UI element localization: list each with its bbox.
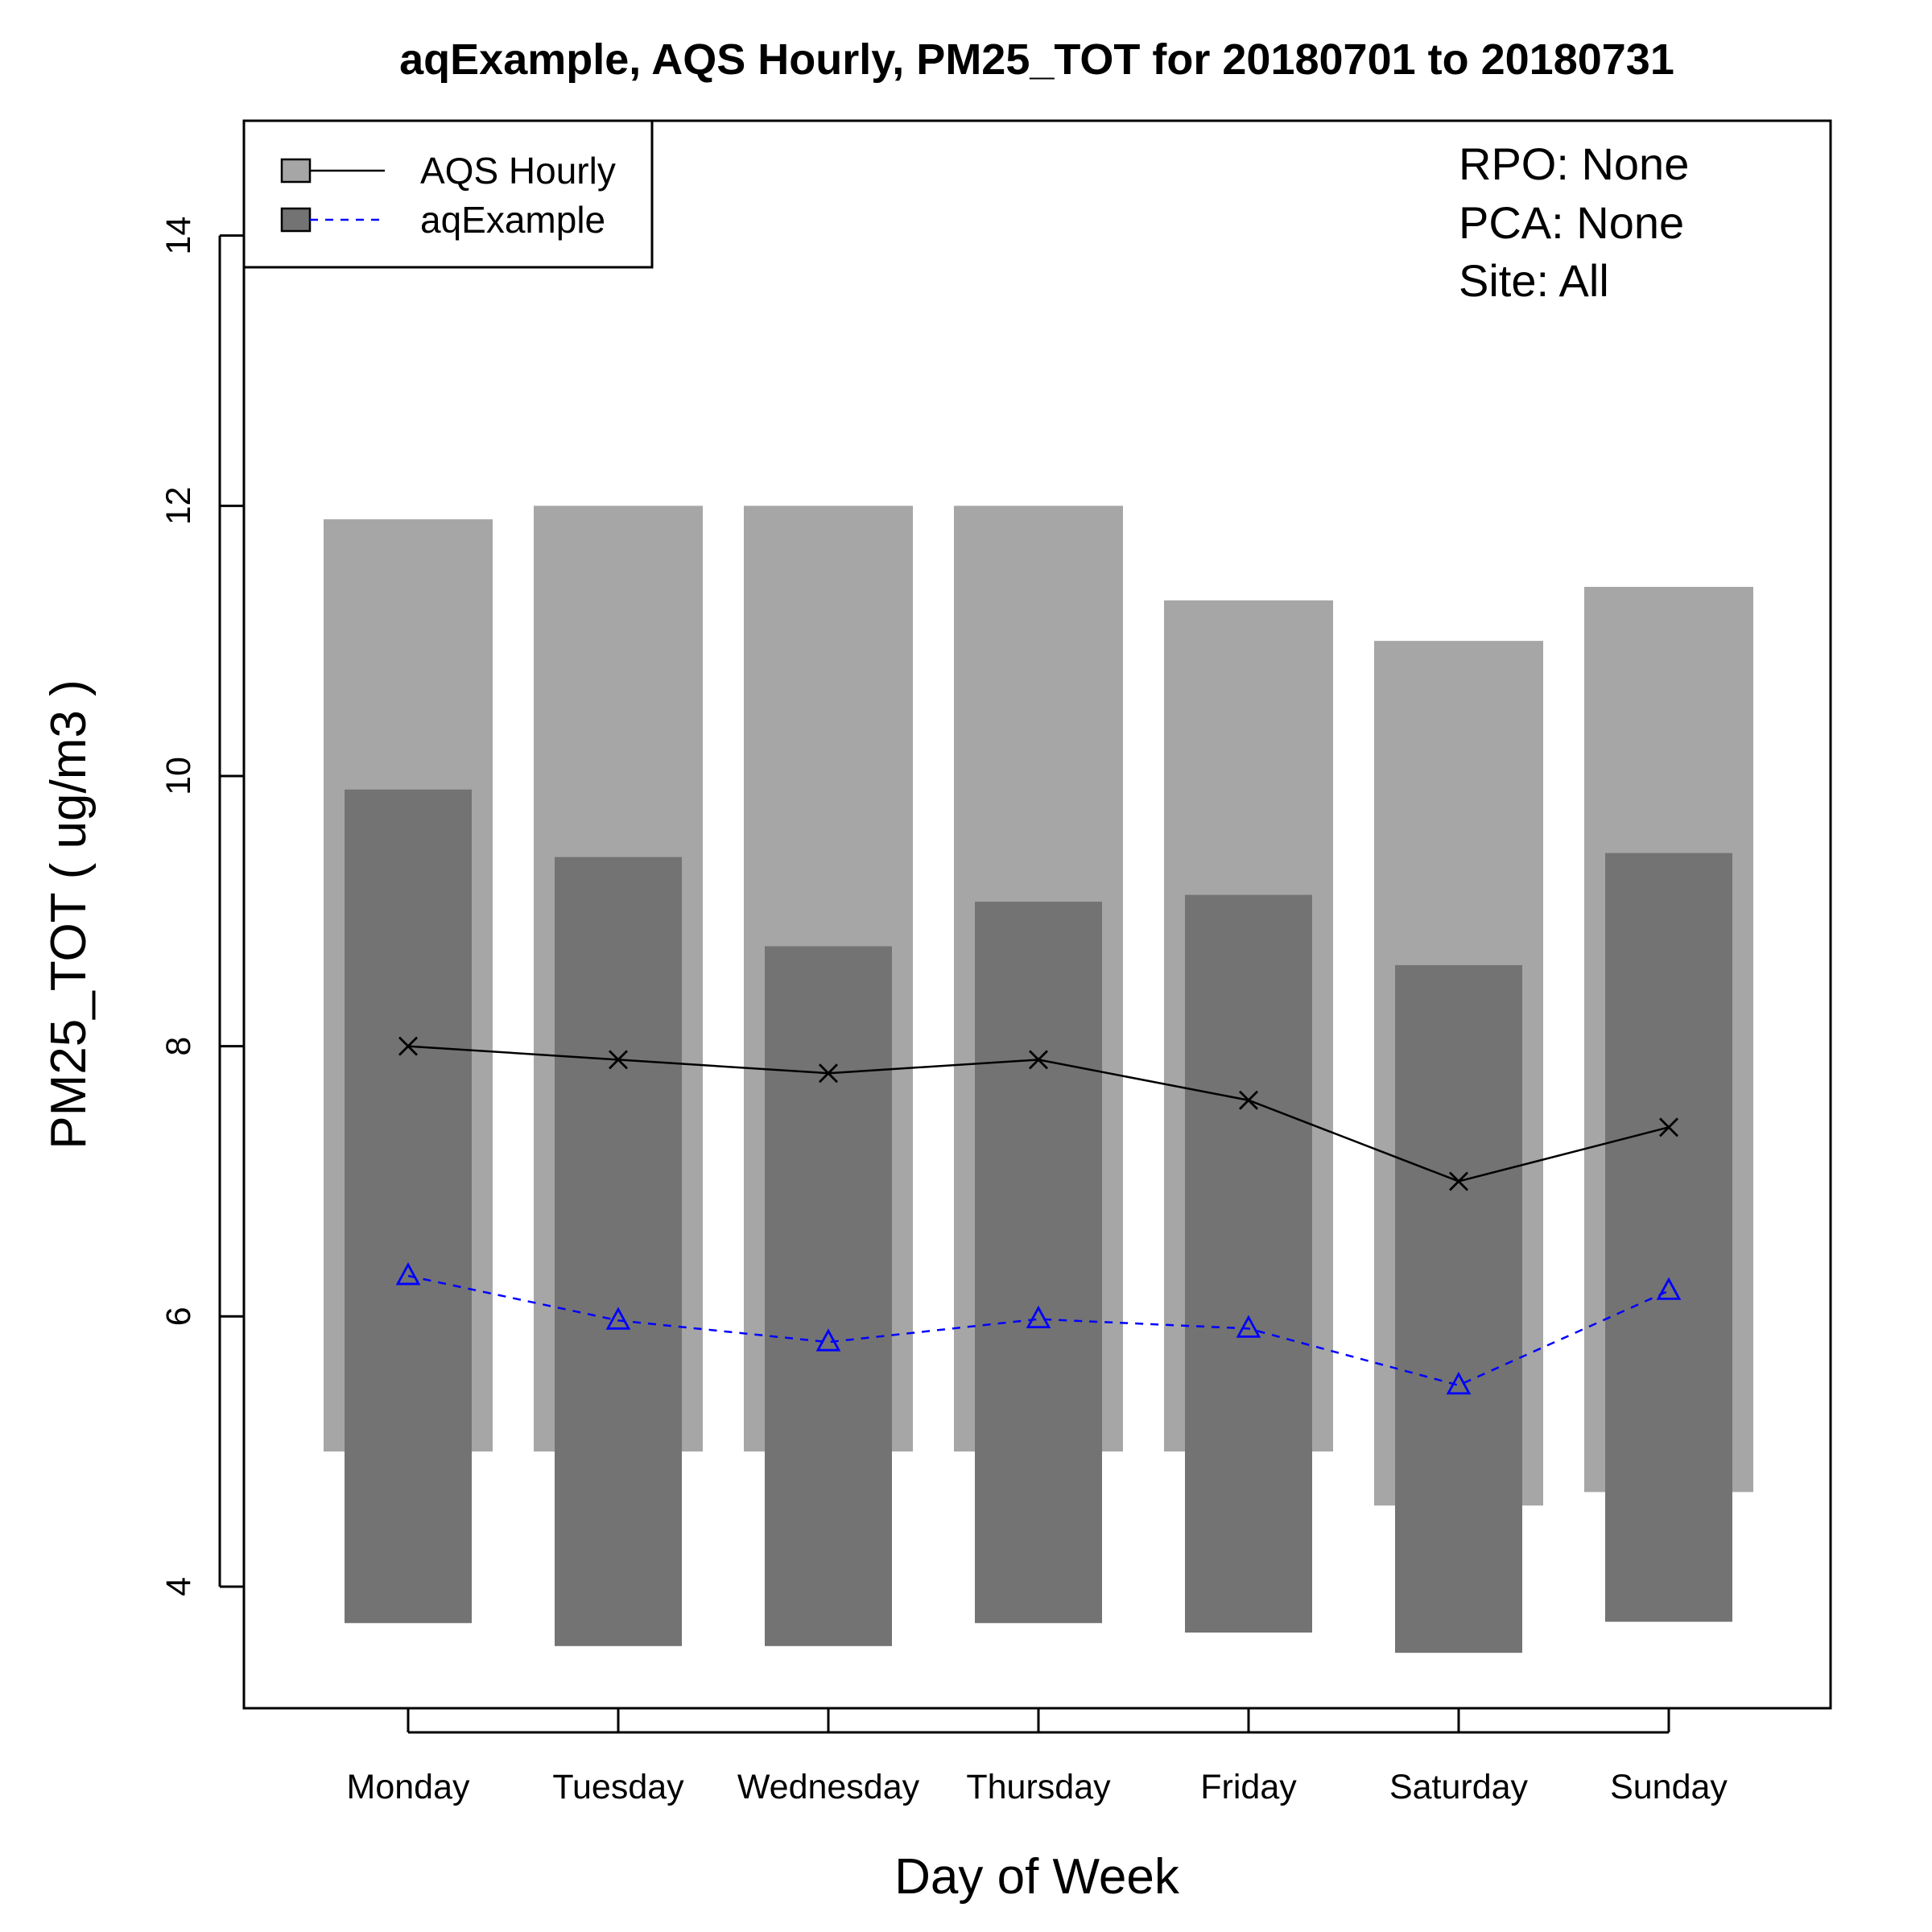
point-aqexample-saturday <box>1446 1371 1472 1395</box>
chart-title: aqExample, AQS Hourly, PM25_TOT for 2018… <box>399 35 1674 84</box>
point-aqexample-thursday <box>1026 1305 1051 1329</box>
point-aqs-hourly-sunday <box>1659 1117 1678 1137</box>
legend-box <box>242 119 654 269</box>
point-aqexample-friday <box>1236 1315 1261 1338</box>
y-tick-label-4: 4 <box>159 1577 198 1596</box>
point-aqs-hourly-tuesday <box>609 1050 628 1070</box>
x-tick-label-sunday: Sunday <box>1610 1768 1728 1806</box>
legend-swatch-aqs-hourly <box>280 158 312 184</box>
annotation-pca: PCA: None <box>1459 197 1684 248</box>
markers-layer <box>395 1036 1682 1395</box>
point-aqs-hourly-wednesday <box>819 1063 838 1084</box>
y-tick-label-14: 14 <box>159 217 198 255</box>
y-tick-label-8: 8 <box>159 1037 198 1056</box>
annotation-site: Site: All <box>1459 255 1609 306</box>
y-tick-label-6: 6 <box>159 1307 198 1326</box>
legend-swatch-aqexample <box>280 207 312 233</box>
x-axis-title: Day of Week <box>894 1849 1180 1905</box>
y-tick-label-12: 12 <box>159 486 198 525</box>
x-tick-label-saturday: Saturday <box>1389 1768 1529 1806</box>
point-aqexample-monday <box>395 1262 421 1286</box>
legend: AQS Hourly aqExample <box>242 119 654 269</box>
legend-label-aqs-hourly: AQS Hourly <box>420 150 616 192</box>
point-aqs-hourly-saturday <box>1449 1171 1468 1191</box>
x-tick-label-wednesday: Wednesday <box>737 1768 920 1806</box>
x-tick-label-friday: Friday <box>1200 1768 1297 1806</box>
point-aqs-hourly-friday <box>1239 1090 1258 1110</box>
legend-label-aqexample: aqExample <box>420 199 605 241</box>
bar-aqexample-thursday <box>975 902 1102 1624</box>
point-aqexample-wednesday <box>815 1328 841 1352</box>
y-axis-title: PM25_TOT ( ug/m3 ) <box>41 679 97 1149</box>
info-annotations: RPO: None PCA: None Site: All <box>1459 138 1689 306</box>
bar-aqexample-saturday <box>1395 964 1522 1653</box>
point-aqexample-tuesday <box>605 1307 631 1330</box>
point-aqexample-sunday <box>1656 1277 1682 1300</box>
x-axis: Monday Tuesday Wednesday Thursday Friday Satu… <box>347 1708 1728 1806</box>
line-aqexample <box>407 1274 1670 1387</box>
bar-aqexample-tuesday <box>555 857 682 1646</box>
annotation-rpo: RPO: None <box>1459 138 1689 189</box>
bar-aqexample-friday <box>1185 894 1312 1633</box>
bars-layer <box>324 506 1753 1653</box>
x-tick-label-tuesday: Tuesday <box>552 1768 684 1806</box>
x-tick-label-monday: Monday <box>347 1768 470 1806</box>
bar-aqexample-wednesday <box>765 946 892 1646</box>
point-aqs-hourly-thursday <box>1029 1050 1048 1070</box>
x-tick-label-thursday: Thursday <box>966 1768 1111 1806</box>
bar-aqexample-monday <box>345 789 472 1624</box>
y-axis: 4 6 8 10 12 14 <box>159 217 244 1596</box>
bar-aqexample-sunday <box>1605 852 1732 1622</box>
y-tick-label-10: 10 <box>159 757 198 795</box>
point-aqs-hourly-monday <box>398 1036 418 1056</box>
